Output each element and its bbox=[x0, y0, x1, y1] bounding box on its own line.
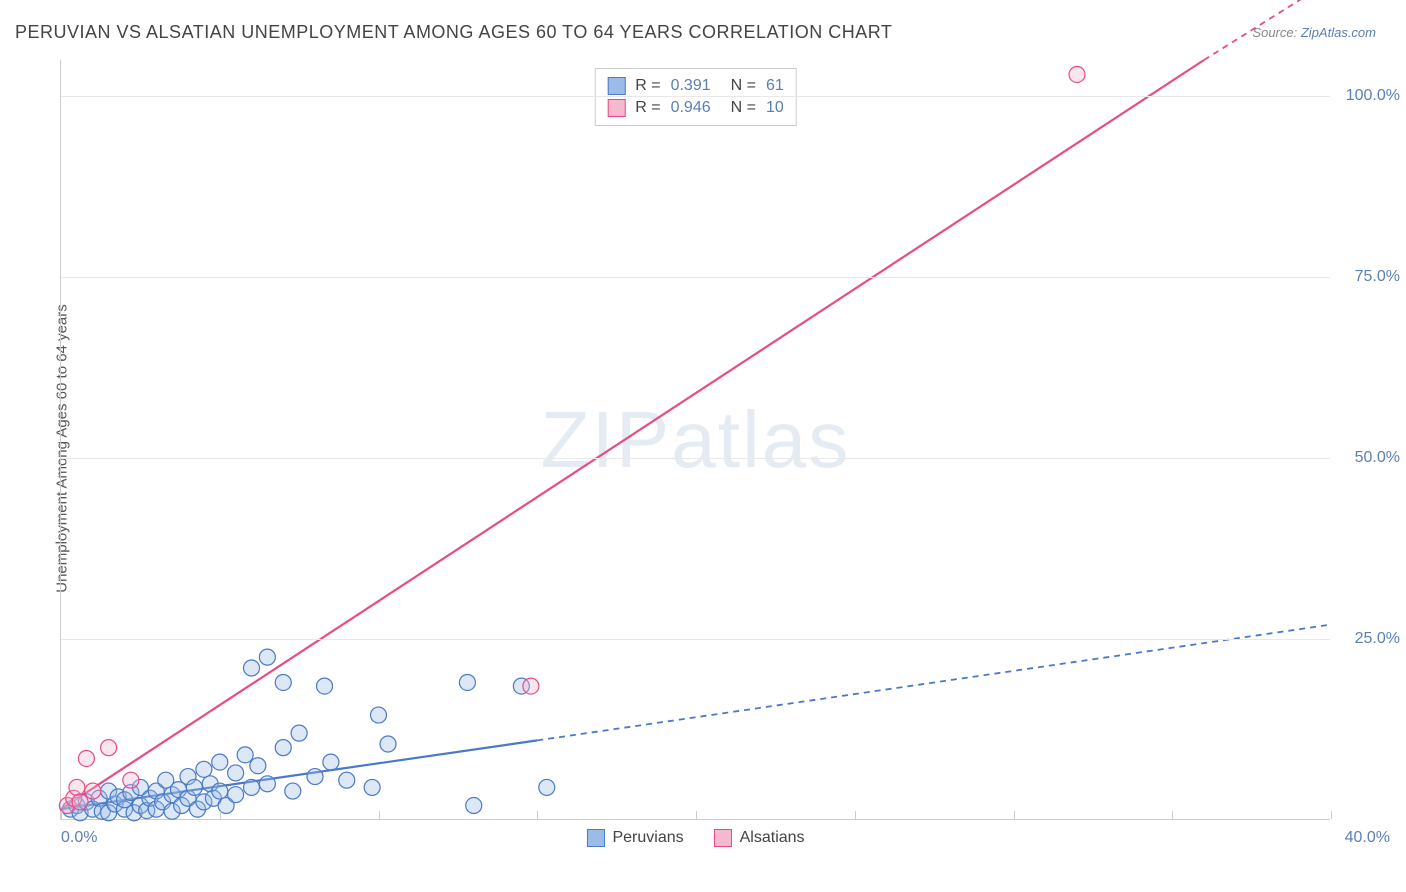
data-point bbox=[291, 725, 307, 741]
chart-title: PERUVIAN VS ALSATIAN UNEMPLOYMENT AMONG … bbox=[15, 22, 892, 43]
swatch bbox=[714, 829, 732, 847]
data-point bbox=[323, 754, 339, 770]
data-point bbox=[259, 776, 275, 792]
stat-r-value: 0.391 bbox=[671, 77, 711, 95]
data-point bbox=[237, 747, 253, 763]
stat-n-value: 10 bbox=[766, 99, 784, 117]
data-point bbox=[212, 754, 228, 770]
gridline-h bbox=[61, 277, 1330, 278]
legend-bottom: Peruvians Alsatians bbox=[586, 829, 804, 847]
data-point bbox=[228, 787, 244, 803]
stats-row: R = 0.391 N = 61 bbox=[607, 75, 784, 97]
y-tick-label: 75.0% bbox=[1355, 268, 1400, 286]
x-tick bbox=[1331, 811, 1332, 819]
data-point bbox=[523, 678, 539, 694]
data-point bbox=[466, 798, 482, 814]
legend-label: Peruvians bbox=[612, 829, 683, 847]
x-tick bbox=[1014, 811, 1015, 819]
data-point bbox=[380, 736, 396, 752]
x-tick bbox=[1172, 811, 1173, 819]
stats-row: R = 0.946 N = 10 bbox=[607, 97, 784, 119]
x-tick bbox=[220, 811, 221, 819]
chart-area: Unemployment Among Ages 60 to 64 years Z… bbox=[50, 60, 1330, 820]
data-point bbox=[85, 783, 101, 799]
x-tick bbox=[855, 811, 856, 819]
legend-label: Alsatians bbox=[740, 829, 805, 847]
data-point bbox=[459, 674, 475, 690]
x-tick bbox=[379, 811, 380, 819]
data-point bbox=[285, 783, 301, 799]
chart-svg bbox=[61, 60, 1330, 819]
source-label: Source: bbox=[1252, 25, 1297, 40]
data-point bbox=[339, 772, 355, 788]
data-point bbox=[78, 750, 94, 766]
stat-n-value: 61 bbox=[766, 77, 784, 95]
data-point bbox=[123, 772, 139, 788]
y-tick-label: 100.0% bbox=[1346, 87, 1400, 105]
gridline-h bbox=[61, 458, 1330, 459]
gridline-h bbox=[61, 639, 1330, 640]
stat-n-label: N = bbox=[731, 99, 756, 117]
source-link[interactable]: ZipAtlas.com bbox=[1301, 25, 1376, 40]
source: Source: ZipAtlas.com bbox=[1252, 25, 1376, 40]
data-point bbox=[275, 674, 291, 690]
x-max-label: 40.0% bbox=[1345, 829, 1390, 847]
swatch bbox=[607, 99, 625, 117]
data-point bbox=[69, 779, 85, 795]
data-point bbox=[186, 779, 202, 795]
data-point bbox=[307, 769, 323, 785]
data-point bbox=[259, 649, 275, 665]
data-point bbox=[364, 779, 380, 795]
x-min-label: 0.0% bbox=[61, 829, 97, 847]
data-point bbox=[196, 761, 212, 777]
data-point bbox=[228, 765, 244, 781]
data-point bbox=[101, 740, 117, 756]
y-tick-label: 25.0% bbox=[1355, 630, 1400, 648]
x-tick bbox=[537, 811, 538, 819]
data-point bbox=[371, 707, 387, 723]
stat-r-label: R = bbox=[635, 99, 660, 117]
stat-n-label: N = bbox=[731, 77, 756, 95]
stat-r-label: R = bbox=[635, 77, 660, 95]
data-point bbox=[539, 779, 555, 795]
x-tick bbox=[696, 811, 697, 819]
data-point bbox=[244, 660, 260, 676]
stat-r-value: 0.946 bbox=[671, 99, 711, 117]
gridline-h bbox=[61, 96, 1330, 97]
data-point bbox=[244, 779, 260, 795]
data-point bbox=[317, 678, 333, 694]
trend-line bbox=[61, 60, 1204, 809]
data-point bbox=[72, 794, 88, 810]
trend-line-dash bbox=[537, 625, 1331, 741]
y-tick-label: 50.0% bbox=[1355, 449, 1400, 467]
x-tick bbox=[61, 811, 62, 819]
data-point bbox=[212, 783, 228, 799]
data-point bbox=[250, 758, 266, 774]
swatch bbox=[586, 829, 604, 847]
data-point bbox=[275, 740, 291, 756]
legend-item: Peruvians bbox=[586, 829, 683, 847]
data-point bbox=[1069, 66, 1085, 82]
plot: ZIPatlas R =0.391N =61R =0.946N =10 0.0%… bbox=[60, 60, 1330, 820]
swatch bbox=[607, 77, 625, 95]
legend-item: Alsatians bbox=[714, 829, 805, 847]
